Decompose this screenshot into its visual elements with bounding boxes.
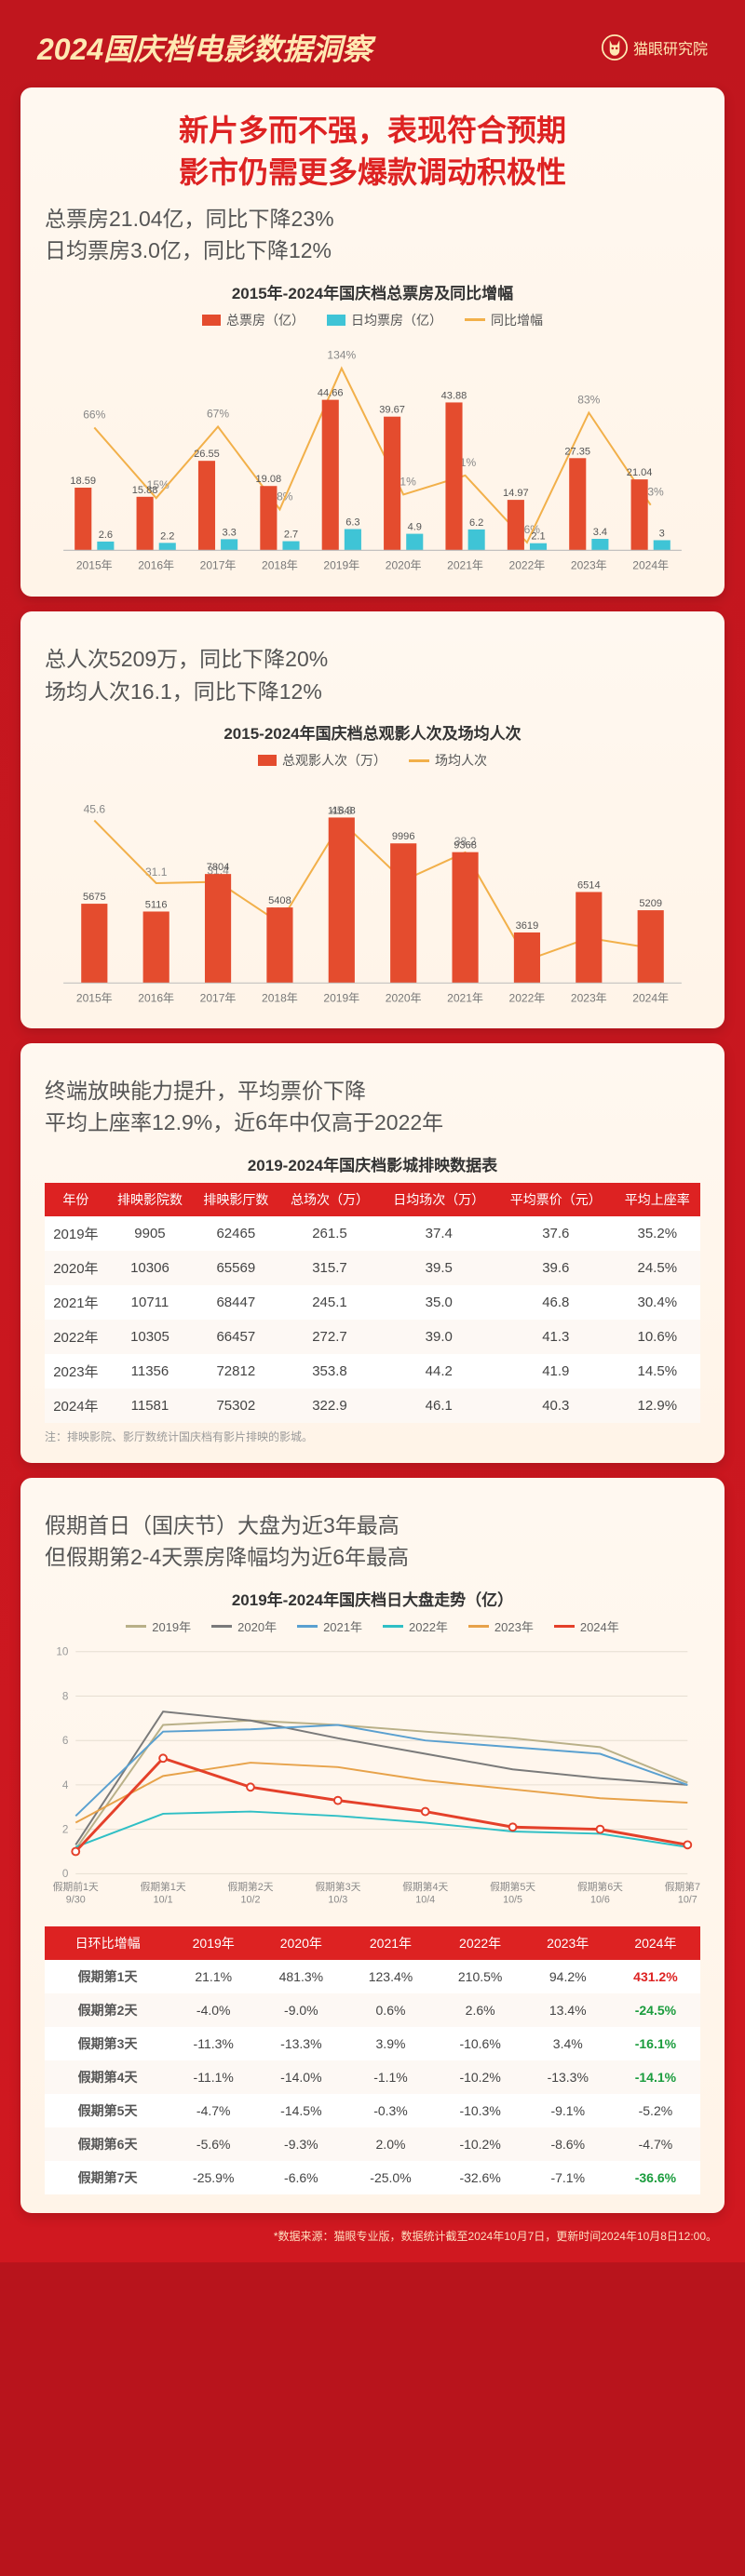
chart4-legend: 2019年2020年2021年2022年2023年2024年: [45, 1617, 700, 1635]
svg-text:2.2: 2.2: [160, 530, 174, 542]
svg-text:10: 10: [56, 1645, 69, 1657]
page-title: 2024国庆档电影数据洞察: [37, 26, 372, 69]
svg-text:2: 2: [62, 1823, 69, 1835]
svg-text:假期第3天: 假期第3天: [315, 1880, 360, 1892]
svg-text:假期第5天: 假期第5天: [490, 1880, 535, 1892]
svg-text:5209: 5209: [639, 898, 662, 909]
svg-text:2018年: 2018年: [262, 991, 298, 1004]
svg-text:10/7: 10/7: [678, 1894, 698, 1905]
svg-text:10/3: 10/3: [328, 1894, 347, 1905]
svg-text:2017年: 2017年: [200, 558, 237, 571]
chart1-legend: 总票房（亿） 日均票房（亿） 同比增幅: [45, 311, 700, 329]
svg-text:44.66: 44.66: [318, 387, 344, 398]
svg-text:7804: 7804: [207, 862, 230, 873]
svg-text:10/4: 10/4: [415, 1894, 435, 1905]
svg-text:2.6: 2.6: [99, 529, 113, 540]
svg-text:2015年: 2015年: [76, 991, 113, 1004]
svg-text:9996: 9996: [392, 831, 415, 842]
svg-text:5408: 5408: [268, 895, 291, 906]
card-screening-table: 终端放映能力提升，平均票价下降平均上座率12.9%，近6年中仅高于2022年 2…: [20, 1043, 725, 1463]
svg-text:4.9: 4.9: [408, 521, 422, 532]
svg-text:2015年: 2015年: [76, 558, 113, 571]
svg-text:2024年: 2024年: [632, 991, 669, 1004]
svg-text:10/1: 10/1: [154, 1894, 173, 1905]
svg-text:6.3: 6.3: [345, 517, 359, 528]
svg-text:2018年: 2018年: [262, 558, 298, 571]
svg-text:15.88: 15.88: [132, 484, 158, 495]
svg-text:39.67: 39.67: [379, 404, 405, 415]
svg-text:6: 6: [62, 1735, 69, 1747]
footer-note: *数据来源：猫眼专业版，数据统计截至2024年10月7日，更新时间2024年10…: [0, 2228, 745, 2244]
svg-text:10/5: 10/5: [503, 1894, 522, 1905]
svg-text:9368: 9368: [454, 840, 477, 852]
svg-text:2.1: 2.1: [531, 530, 545, 542]
svg-text:3.4: 3.4: [593, 527, 607, 538]
svg-text:2023年: 2023年: [571, 991, 607, 1004]
svg-text:2017年: 2017年: [200, 991, 237, 1004]
card-audience: 总人次5209万，同比下降20%场均人次16.1，同比下降12% 2015-20…: [20, 611, 725, 1027]
svg-text:3: 3: [659, 528, 665, 539]
svg-text:4: 4: [62, 1778, 69, 1791]
chart2: 45.631.131.421.945.331.738.213.318.416.1…: [45, 775, 700, 1009]
chart2-legend: 总观影人次（万） 场均人次: [45, 751, 700, 770]
svg-text:2016年: 2016年: [138, 991, 174, 1004]
svg-text:2020年: 2020年: [386, 991, 422, 1004]
chart1-title: 2015年-2024年国庆档总票房及同比增幅: [45, 280, 700, 303]
chart4: 0 2 4 6 8 10 假期前1天 9/30 假期第1天 10/1 假期第2天 10/2 假期第3天 1…: [45, 1643, 700, 1915]
svg-text:14.97: 14.97: [503, 488, 529, 499]
dod-table: 日环比增幅2019年2020年2021年2022年2023年2024年假期第1天…: [45, 1926, 700, 2194]
svg-text:8: 8: [62, 1690, 69, 1702]
svg-text:3.3: 3.3: [222, 527, 236, 538]
svg-text:2021年: 2021年: [447, 991, 483, 1004]
svg-text:假期前1天: 假期前1天: [53, 1880, 99, 1892]
svg-text:2023年: 2023年: [571, 558, 607, 571]
svg-text:43.88: 43.88: [441, 390, 467, 401]
svg-text:2022年: 2022年: [509, 558, 546, 571]
svg-text:假期第2天: 假期第2天: [227, 1880, 273, 1892]
svg-text:假期第4天: 假期第4天: [402, 1880, 448, 1892]
svg-text:21.04: 21.04: [627, 467, 653, 478]
svg-text:19.08: 19.08: [256, 474, 282, 485]
svg-text:2019年: 2019年: [323, 558, 359, 571]
svg-text:18.59: 18.59: [70, 476, 96, 487]
svg-text:66%: 66%: [83, 408, 105, 421]
svg-text:2021年: 2021年: [447, 558, 483, 571]
svg-text:27.35: 27.35: [564, 446, 590, 457]
svg-text:11848: 11848: [328, 806, 356, 817]
svg-text:2020年: 2020年: [386, 558, 422, 571]
svg-text:134%: 134%: [327, 348, 356, 361]
svg-text:6514: 6514: [577, 880, 601, 892]
svg-text:83%: 83%: [577, 393, 600, 406]
svg-text:2016年: 2016年: [138, 558, 174, 571]
chart2-title: 2015-2024年国庆档总观影人次及场均人次: [45, 720, 700, 744]
svg-text:5116: 5116: [145, 900, 168, 911]
svg-text:5675: 5675: [83, 892, 106, 903]
svg-text:假期第6天: 假期第6天: [577, 1880, 623, 1892]
svg-text:2.7: 2.7: [284, 529, 298, 540]
svg-text:假期第7天: 假期第7天: [665, 1880, 700, 1892]
chart1: 66%-15%67%-28%134%-11%11%-66%83%-23%18.5…: [45, 335, 700, 578]
svg-text:0: 0: [62, 1868, 69, 1880]
svg-text:9/30: 9/30: [66, 1894, 86, 1905]
card-headline: 新片多而不强，表现符合预期影市仍需更多爆款调动积极性 总票房21.04亿，同比下…: [20, 87, 725, 597]
svg-text:10/2: 10/2: [241, 1894, 261, 1905]
svg-text:6.2: 6.2: [469, 517, 483, 528]
svg-text:2022年: 2022年: [509, 991, 546, 1004]
screening-table: 年份排映影院数排映影厅数总场次（万）日均场次（万）平均票价（元）平均上座率201…: [45, 1183, 700, 1423]
svg-text:67%: 67%: [207, 407, 229, 420]
svg-text:45.6: 45.6: [84, 803, 106, 816]
svg-text:2024年: 2024年: [632, 558, 669, 571]
svg-text:2019年: 2019年: [323, 991, 359, 1004]
svg-text:3619: 3619: [516, 920, 539, 932]
brand-logo: 猫眼研究院: [602, 34, 708, 60]
card-daily-trend: 假期首日（国庆节）大盘为近3年最高但假期第2-4天票房降幅均为近6年最高 201…: [20, 1478, 725, 2213]
svg-text:10/6: 10/6: [590, 1894, 610, 1905]
svg-text:假期第1天: 假期第1天: [141, 1880, 186, 1892]
svg-text:26.55: 26.55: [194, 449, 220, 460]
